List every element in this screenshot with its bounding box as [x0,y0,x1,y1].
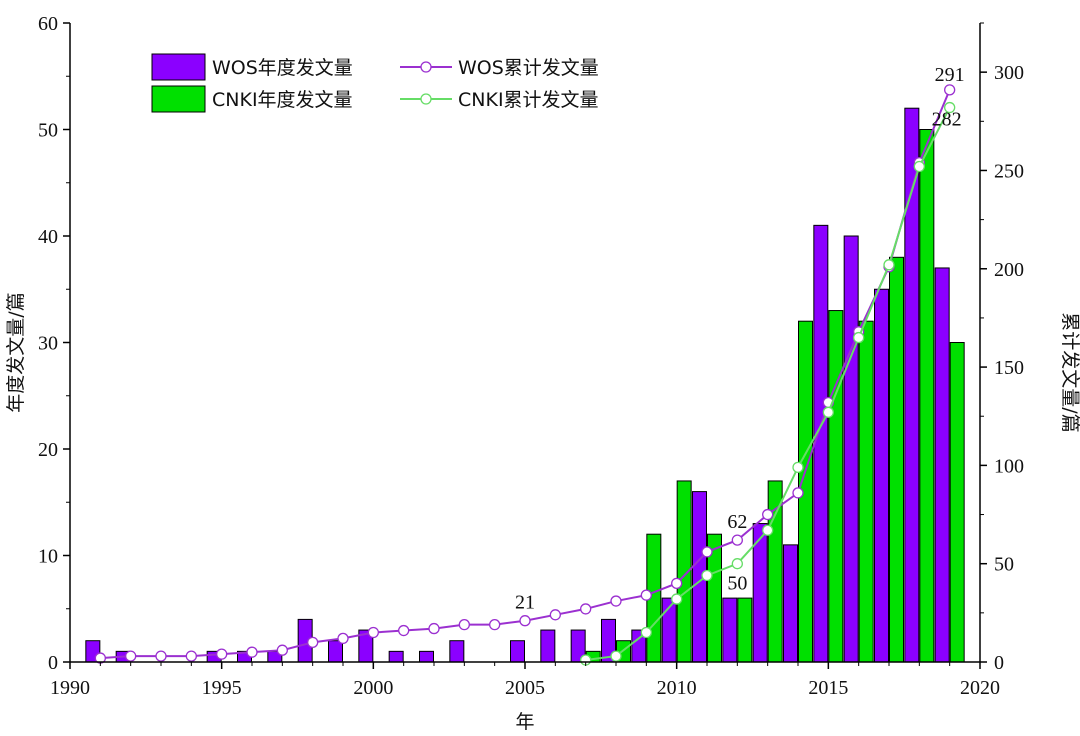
cnki-cumulative-point-2011 [701,569,713,582]
line-layer [94,84,956,666]
axes: 1990 1995 2000 2005 2010 2015 2020010203040506… [5,13,1080,733]
legend-marker-2 [420,61,432,73]
x-tick-label-2010: 2010 [657,677,697,699]
legend-label-1: CNKI年度发文量 [212,89,353,111]
wos-cumulative-point-2007 [580,603,592,615]
wos-cumulative-point-2008 [610,595,622,607]
y-right-tick-label-0: 0 [994,652,1004,674]
wos-cumulative-point-1992 [125,650,137,662]
wos-cumulative-point-2013 [762,508,774,521]
wos-bar-2001 [388,650,404,663]
wos-cumulative-point-2019 [944,84,956,96]
cnki-bar-2015 [828,310,844,663]
y-right-tick-label-300: 300 [994,62,1024,84]
annotation-291: 291 [935,64,965,86]
wos-bar-1999 [328,640,343,663]
legend-label-2: WOS累计发文量 [458,57,599,79]
wos-bar-2016 [843,235,859,663]
wos-cumulative-point-2014 [792,487,804,499]
wos-bar-2005 [510,640,525,663]
legend-swatch-1 [151,85,206,113]
wos-bar-2019 [934,267,950,663]
cnki-cumulative-point-2017 [883,259,895,271]
wos-cumulative-point-1993 [155,650,167,662]
wos-bar-2015 [813,224,829,663]
annotation-21: 21 [515,592,535,614]
y-right-tick-label-200: 200 [994,259,1024,281]
x-axis-title: 年 [515,711,534,733]
wos-cumulative-point-2000 [367,626,379,639]
cnki-cumulative-point-2009 [640,626,652,639]
x-tick-label-2015: 2015 [808,677,848,699]
x-tick-label-1990: 1990 [50,677,90,699]
x-tick-label-2020: 2020 [960,677,1000,699]
wos-cumulative-point-1998 [307,636,319,648]
y-left-tick-label-20: 20 [38,439,58,461]
y-left-tick-label-50: 50 [38,120,58,142]
wos-bar-2006 [540,629,556,663]
legend-marker-3 [420,93,432,105]
y-right-tick-label-100: 100 [994,455,1024,477]
wos-cumulative-point-1995 [216,648,228,660]
wos-cumulative-point-2011 [701,546,713,558]
wos-cumulative-point-2006 [549,609,561,621]
cnki-bar-2016 [858,320,874,663]
x-tick-label-2005: 2005 [505,677,545,699]
y-left-tick-label-60: 60 [38,13,58,35]
bar-layer [85,107,965,663]
y-right-tick-label-50: 50 [994,554,1014,576]
wos-bar-2017 [874,288,889,663]
cnki-cumulative-point-2010 [671,593,683,605]
legend-label-3: CNKI累计发文量 [458,89,599,111]
cnki-bar-2018 [919,129,935,663]
cnki-bar-2012 [737,597,753,663]
cnki-bar-2017 [889,256,904,663]
y-right-tick-label-150: 150 [994,357,1024,379]
wos-cumulative-point-1999 [337,632,349,645]
wos-bar-2014 [783,544,798,663]
y-right-tick-label-250: 250 [994,160,1024,182]
cnki-cumulative-point-2015 [822,406,834,418]
cnki-cumulative-point-2019 [944,101,956,114]
annotation-50: 50 [727,573,747,595]
y-left-tick-label-10: 10 [38,546,58,568]
cnki-bar-2019 [949,342,965,663]
wos-bar-2012 [722,597,738,663]
legend: WOS年度发文量 CNKI年度发文量 WOS累计发文量 CNKI累计发文量 [151,53,599,113]
legend-label-0: WOS年度发文量 [212,57,353,79]
y-axis-right-title: 累计发文量/篇 [1059,312,1080,432]
y-left-tick-label-30: 30 [38,333,58,355]
legend-swatch-0 [151,53,206,81]
wos-cumulative-point-2004 [489,618,501,631]
wos-bar-2002 [419,650,434,663]
wos-cumulative-point-1997 [276,644,288,656]
wos-bar-2003 [449,640,465,663]
y-axis-left-title: 年度发文量/篇 [5,292,27,412]
cnki-cumulative-point-2014 [792,461,804,474]
wos-cumulative-point-2010 [671,577,683,590]
annotation-layer: 21 62 50 291 282 [515,64,965,614]
cnki-cumulative-point-2016 [853,331,865,344]
wos-cumulative-point-1996 [246,646,258,658]
wos-cumulative-point-2003 [458,618,470,631]
wos-cumulative-point-2012 [731,534,743,546]
wos-cumulative-point-2005 [519,615,531,627]
wos-cumulative-point-1994 [185,650,197,662]
annotation-62: 62 [727,511,747,533]
cnki-cumulative-point-2018 [913,160,925,173]
x-tick-label-2000: 2000 [353,677,393,699]
y-left-tick-label-40: 40 [38,226,58,248]
cnki-cumulative-point-2012 [731,558,743,570]
cnki-cumulative-point-2008 [610,650,622,662]
annotation-282: 282 [932,109,962,131]
wos-cumulative-point-2002 [428,622,440,635]
y-left-tick-label-0: 0 [48,652,58,674]
cnki-cumulative-point-2013 [762,524,774,536]
x-tick-label-1995: 1995 [202,677,242,699]
wos-cumulative-point-2009 [640,589,652,601]
wos-cumulative-point-2001 [398,624,410,637]
